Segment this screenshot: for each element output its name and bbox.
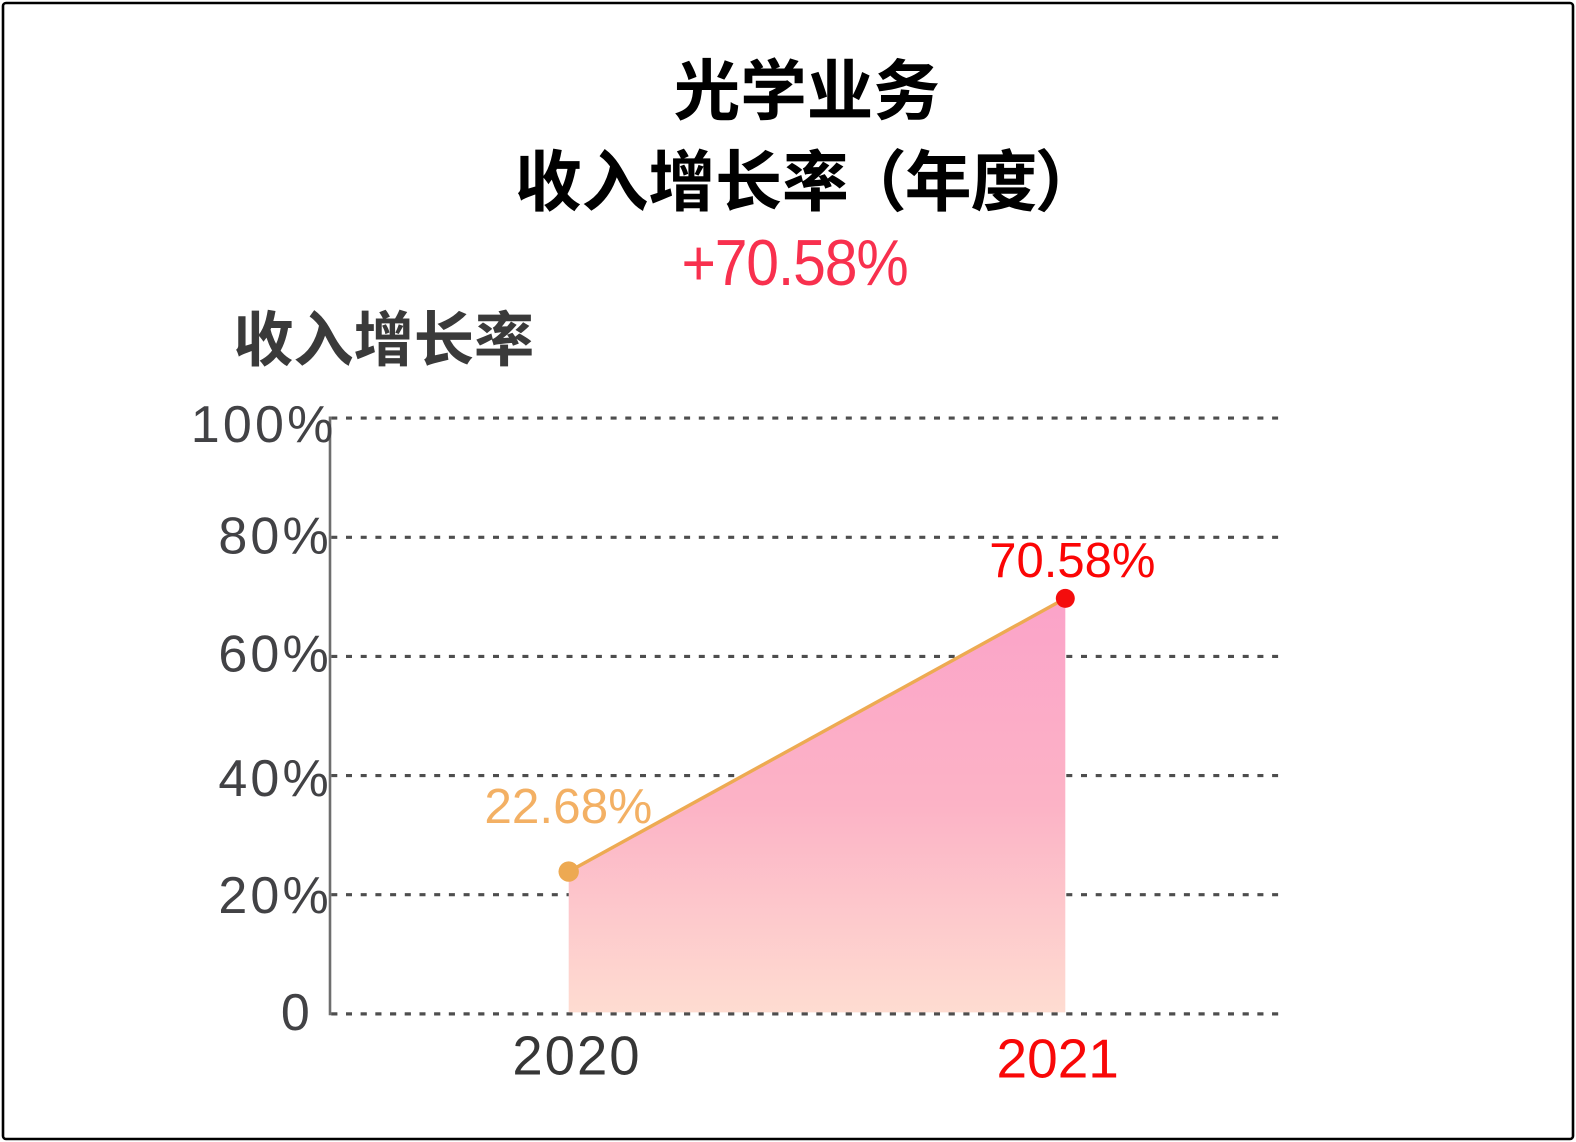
svg-text:70.58%: 70.58% [989, 534, 1155, 588]
svg-text:0: 0 [281, 984, 313, 1042]
svg-text:100%: 100% [191, 396, 337, 454]
svg-text:22.68%: 22.68% [484, 779, 652, 834]
svg-text:2021: 2021 [997, 1028, 1119, 1090]
svg-text:60%: 60% [218, 625, 332, 683]
svg-text:20%: 20% [218, 867, 332, 925]
svg-text:40%: 40% [218, 750, 332, 808]
svg-text:+70.58%: +70.58% [681, 228, 907, 300]
svg-text:2020: 2020 [512, 1026, 641, 1087]
svg-text:80%: 80% [218, 507, 332, 565]
